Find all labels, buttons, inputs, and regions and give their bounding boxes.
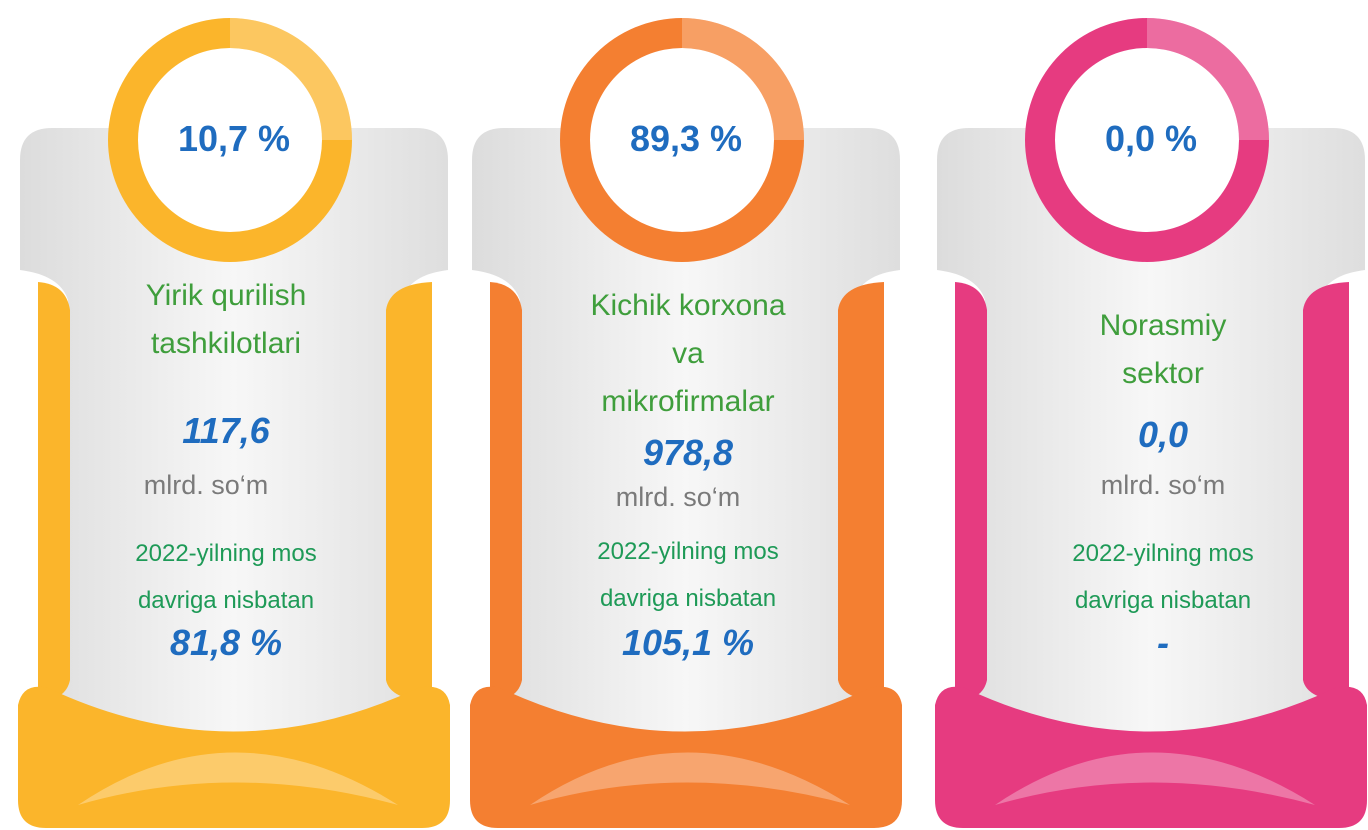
growth-rate: 105,1 % (621, 622, 755, 663)
ring-highlight (1147, 18, 1269, 140)
sector-title: mikrofirmalar (601, 385, 775, 418)
side-bar-right (386, 282, 432, 702)
card-body (937, 128, 1365, 810)
sector-title: tashkilotlari (150, 327, 302, 360)
bottom-ribbon (470, 686, 902, 828)
sector-title: va (672, 337, 704, 370)
card-art (935, 18, 1367, 828)
amount-unit: mlrd. so‘m (615, 482, 741, 512)
growth-rate: - (1157, 622, 1169, 663)
side-bar-left (490, 282, 522, 702)
side-bar-right (1303, 282, 1349, 702)
share-percent: 0,0 % (1104, 118, 1198, 159)
side-bar-left (38, 282, 70, 702)
ribbon-highlight (78, 752, 398, 805)
ring-highlight (230, 18, 352, 140)
side-bar-right (838, 282, 884, 702)
card: 89,3 % Kichik korxona va mikrofirmalar 978,8… (470, 0, 902, 830)
compare-label: davriga nisbatan (599, 585, 777, 612)
growth-rate: 81,8 % (169, 622, 283, 663)
amount: 0,0 (1137, 414, 1189, 455)
ribbon-highlight (995, 752, 1315, 805)
sector-title: Yirik qurilish (145, 279, 307, 312)
card: 0,0 % Norasmiy sektor 0,0 mlrd. so‘m 2022-yil… (935, 0, 1367, 830)
ring-center (590, 48, 774, 232)
bottom-ribbon (935, 686, 1367, 828)
card-body (20, 128, 448, 810)
card: 10,7 % Yirik qurilish tashkilotlari 117,6 ml… (18, 0, 450, 830)
sector-title: sektor (1122, 357, 1204, 390)
ring-highlight (682, 18, 804, 140)
ribbon-highlight (530, 752, 850, 805)
amount-unit: mlrd. so‘m (143, 470, 269, 500)
compare-label: davriga nisbatan (1074, 587, 1252, 614)
card-body (472, 128, 900, 810)
share-percent: 10,7 % (177, 118, 291, 159)
sector-title: Norasmiy (1099, 309, 1227, 342)
compare-label: 2022-yilning mos (135, 540, 317, 567)
ring-center (138, 48, 322, 232)
ring-center (1055, 48, 1239, 232)
card-art (470, 18, 902, 828)
amount-unit: mlrd. so‘m (1100, 470, 1226, 500)
compare-label: davriga nisbatan (137, 587, 315, 614)
amount: 978,8 (642, 432, 734, 473)
side-bar-left (955, 282, 987, 702)
sector-title: Kichik korxona (590, 289, 786, 322)
share-percent: 89,3 % (629, 118, 743, 159)
amount: 117,6 (182, 410, 270, 451)
card-art (18, 18, 450, 828)
compare-label: 2022-yilning mos (1072, 540, 1254, 567)
compare-label: 2022-yilning mos (597, 538, 779, 565)
bottom-ribbon (18, 686, 450, 828)
